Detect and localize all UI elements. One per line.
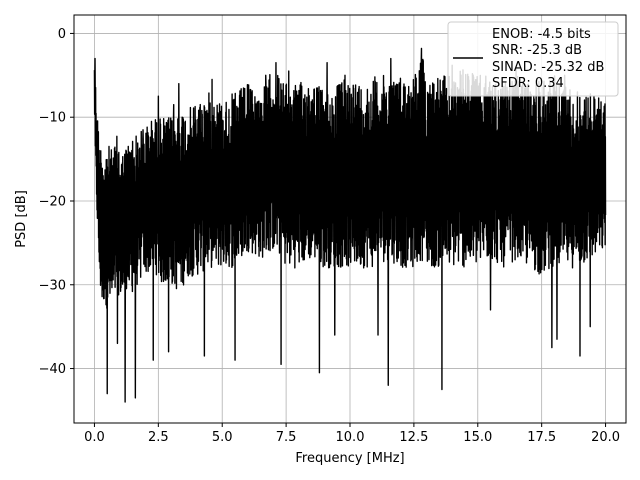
x-axis-label: Frequency [MHz] <box>295 451 404 466</box>
psd-series-line <box>93 47 607 403</box>
legend-sinad: SINAD: -25.32 dB <box>492 60 604 75</box>
x-tick-label: 2.5 <box>148 430 169 445</box>
y-tick-label: −10 <box>39 111 66 126</box>
legend-snr: SNR: -25.3 dB <box>492 43 582 58</box>
legend-box <box>447 21 619 97</box>
legend-sfdr: SFDR: 0.34 <box>492 76 564 91</box>
x-tick-label: 15.0 <box>463 430 492 445</box>
y-tick-label: −20 <box>39 194 66 209</box>
x-tick-label: 7.5 <box>276 430 297 445</box>
x-tick-label: 10.0 <box>336 430 365 445</box>
series-layer <box>93 47 607 403</box>
y-tick-label: −30 <box>39 278 66 293</box>
y-axis-label: PSD [dB] <box>14 190 29 248</box>
y-tick-label: 0 <box>58 27 66 42</box>
y-axis-ticks: 0 −10 −20 −30 −40 <box>39 27 74 377</box>
x-tick-label: 5.0 <box>212 430 233 445</box>
x-tick-label: 0.0 <box>84 430 105 445</box>
x-axis-ticks: 0.0 2.5 5.0 7.5 10.0 12.5 15.0 17.5 20.0 <box>84 423 620 445</box>
legend: ENOB: -4.5 bits SNR: -25.3 dB SINAD: -25… <box>447 21 619 97</box>
x-tick-label: 20.0 <box>591 430 620 445</box>
x-tick-label: 12.5 <box>399 430 428 445</box>
x-tick-label: 17.5 <box>527 430 556 445</box>
y-tick-label: −40 <box>39 362 66 377</box>
legend-enob: ENOB: -4.5 bits <box>492 27 591 42</box>
